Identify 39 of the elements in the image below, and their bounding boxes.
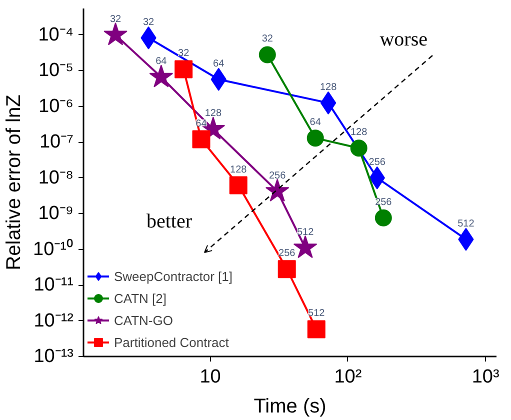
y-tick-label: 10⁻⁷ <box>39 132 74 153</box>
x-tick-label: 10² <box>334 366 362 388</box>
annotation: 64 <box>156 56 168 68</box>
annotation: 256 <box>368 156 386 168</box>
annotation: 32 <box>178 48 190 60</box>
y-tick-label: 10⁻¹² <box>34 310 74 332</box>
y-axis-title: Relative error of lnZ <box>3 94 26 270</box>
annotation: 64 <box>310 117 322 128</box>
x-axis-title: Time (s) <box>254 396 326 418</box>
annotation: 128 <box>320 82 338 93</box>
y-tick-label: 10⁻¹³ <box>34 346 74 367</box>
annotation: 128 <box>204 108 222 120</box>
annotation: 64 <box>213 58 225 70</box>
annotation: 256 <box>268 170 286 182</box>
y-tick-label: 10⁻¹⁰ <box>33 238 74 260</box>
x-tick-label: 10 <box>200 366 221 388</box>
legend-label: SweepContractor [1] <box>114 268 233 284</box>
legend-label: CATN [2] <box>114 290 166 306</box>
legend-label: CATN-GO <box>114 312 173 328</box>
annotation: worse <box>380 28 428 50</box>
annotation: 512 <box>308 308 326 320</box>
annotation: better <box>146 210 192 232</box>
y-tick-label: 10⁻⁶ <box>38 96 74 117</box>
y-tick-label: 10⁻⁹ <box>38 203 74 224</box>
annotation: 32 <box>110 14 122 25</box>
y-tick-label: 10⁻⁴ <box>38 24 74 46</box>
annotation: 256 <box>375 196 392 208</box>
annotation: 128 <box>350 127 368 138</box>
annotation: 256 <box>278 248 296 260</box>
annotation: 512 <box>296 226 314 238</box>
y-tick-label: 10⁻⁸ <box>38 167 74 188</box>
annotation: 32 <box>142 16 155 28</box>
annotation: 512 <box>458 218 475 230</box>
y-tick-label: 10⁻¹¹ <box>34 274 74 296</box>
annotation: 128 <box>230 164 248 176</box>
annotation: 32 <box>262 34 274 45</box>
legend-label: Partitioned Contract <box>114 334 229 350</box>
x-tick-label: 10³ <box>472 366 500 388</box>
y-tick-label: 10⁻⁵ <box>38 60 74 82</box>
